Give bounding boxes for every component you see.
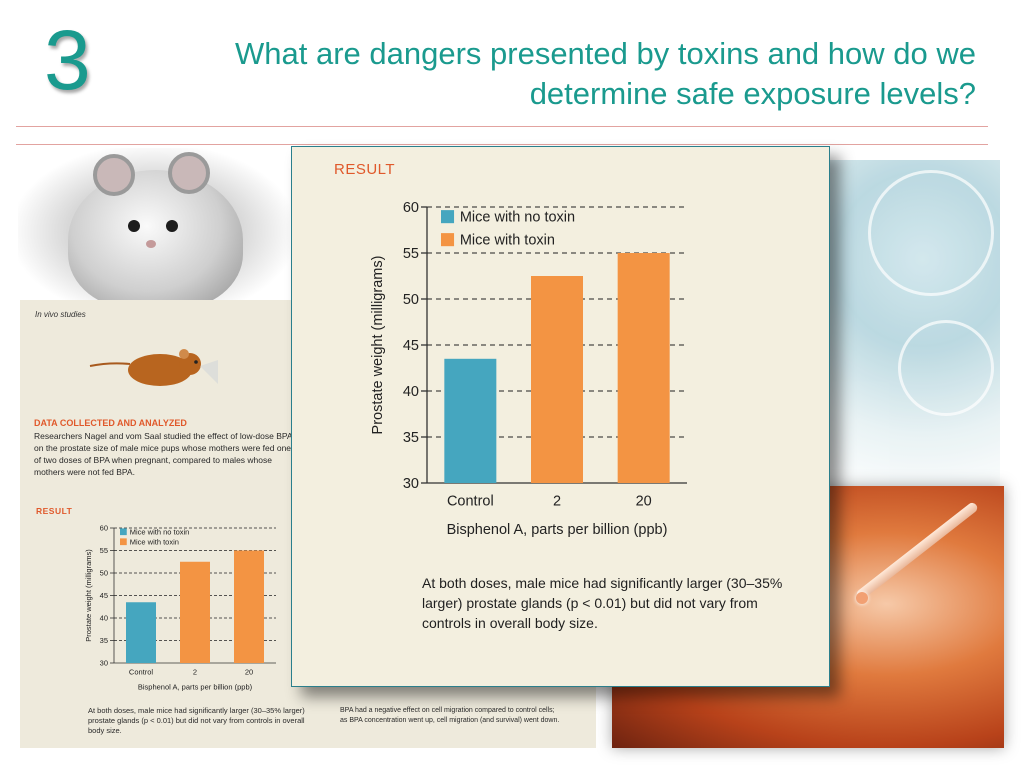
- hamster-nose: [146, 240, 156, 248]
- x-tick-label: Control: [447, 493, 494, 509]
- x-tick-label: 20: [636, 493, 652, 509]
- y-tick-label: 40: [100, 614, 108, 623]
- hamster-eye: [166, 220, 178, 232]
- glass-ring: [898, 320, 994, 416]
- section-title: DATA COLLECTED AND ANALYZED: [34, 418, 187, 428]
- y-tick-label: 30: [100, 659, 108, 668]
- y-tick-label: 50: [403, 292, 419, 308]
- legend-label: Mice with no toxin: [130, 527, 190, 536]
- x-tick-label: 2: [193, 668, 197, 677]
- legend-swatch: [441, 233, 455, 247]
- header-divider: [16, 144, 988, 145]
- y-tick-label: 40: [403, 384, 419, 400]
- bar: [617, 253, 670, 483]
- x-axis-label: Bisphenol A, parts per billion (ppb): [447, 522, 668, 538]
- lab-glassware-photo: [828, 160, 1000, 490]
- x-tick-label: Control: [129, 668, 154, 677]
- glass-ring: [868, 170, 994, 296]
- prostate-weight-chart: 30 35 40 45 50 55 60 Control 2 20 Bisphenol A, par…: [370, 200, 687, 538]
- bar: [126, 602, 156, 663]
- hamster-photo: [18, 148, 290, 300]
- slide-number: 3: [44, 13, 91, 107]
- y-axis-label: Prostate weight (milligrams): [370, 256, 386, 435]
- cell-migration-note: BPA had a negative effect on cell migrat…: [340, 707, 560, 724]
- y-axis-label: Prostate weight (milligrams): [84, 549, 93, 642]
- legend-swatch: [441, 210, 455, 224]
- hamster-eye: [128, 220, 140, 232]
- x-tick-label: 20: [245, 668, 253, 677]
- hamster-ear: [93, 154, 135, 196]
- section-body: Researchers Nagel and vom Saal studied t…: [34, 431, 293, 477]
- y-tick-label: 35: [100, 636, 108, 645]
- legend-swatch: [120, 528, 127, 536]
- result-card: RESULT 30 35 40 45 50 55 60 Control 2 20 Bisphenol…: [291, 146, 830, 687]
- y-tick-label: 50: [100, 569, 108, 578]
- x-axis-label: Bisphenol A, parts per billion (ppb): [138, 682, 253, 691]
- y-tick-label: 55: [100, 546, 108, 555]
- in-vivo-label: In vivo studies: [35, 310, 86, 319]
- mouse-icon: [89, 349, 218, 386]
- y-tick-label: 55: [403, 246, 419, 262]
- y-tick-label: 45: [100, 591, 108, 600]
- small-result-chart: 30 35 40 45 50 55 60 Control 2 20 Bisphenol A, par…: [84, 524, 276, 691]
- legend-swatch: [120, 538, 127, 546]
- small-result-note: At both doses, male mice had significant…: [88, 706, 305, 735]
- bar: [444, 358, 497, 483]
- bar: [531, 276, 583, 483]
- legend-label: Mice with no toxin: [460, 210, 575, 226]
- droplet: [856, 592, 868, 604]
- x-tick-label: 2: [553, 493, 561, 509]
- slide-title: What are dangers presented by toxins and…: [234, 36, 976, 111]
- legend-label: Mice with toxin: [460, 233, 555, 249]
- hamster-body: [68, 170, 243, 300]
- result-label: RESULT: [334, 161, 396, 178]
- bar: [234, 550, 264, 663]
- result-note: At both doses, male mice had significant…: [422, 575, 783, 631]
- small-result-label: RESULT: [36, 506, 73, 516]
- legend-label: Mice with toxin: [130, 537, 179, 546]
- hamster-ear: [168, 152, 210, 194]
- y-tick-label: 35: [403, 430, 419, 446]
- y-tick-label: 60: [403, 200, 419, 216]
- y-tick-label: 45: [403, 338, 419, 354]
- header-divider: [16, 126, 988, 127]
- y-tick-label: 60: [100, 524, 108, 533]
- bar: [180, 561, 210, 663]
- y-tick-label: 30: [403, 476, 419, 492]
